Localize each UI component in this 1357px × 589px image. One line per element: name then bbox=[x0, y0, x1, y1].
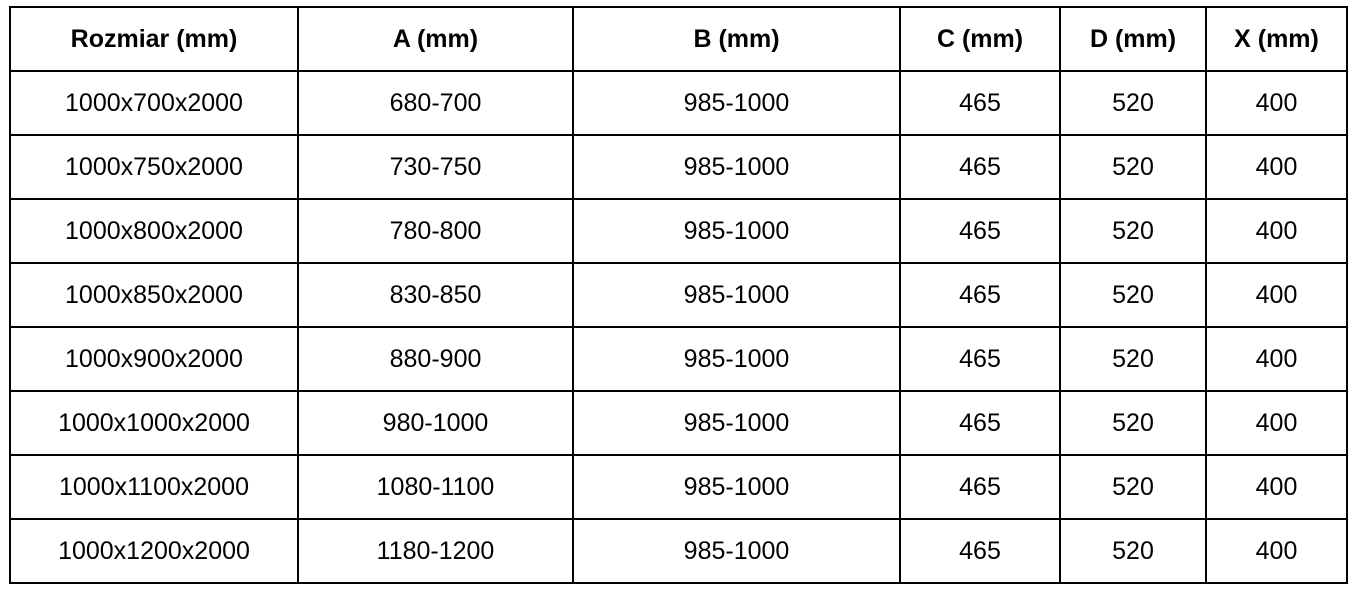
column-header: D (mm) bbox=[1059, 6, 1207, 72]
column-header: Rozmiar (mm) bbox=[9, 6, 299, 72]
table-cell: 465 bbox=[899, 390, 1061, 456]
table-cell: 520 bbox=[1059, 454, 1207, 520]
table-cell: 465 bbox=[899, 198, 1061, 264]
table-cell: 1000x900x2000 bbox=[9, 326, 299, 392]
dimensions-table: Rozmiar (mm) A (mm) B (mm) C (mm) D (mm) X (m… bbox=[9, 6, 1348, 584]
table-cell: 520 bbox=[1059, 518, 1207, 584]
table-cell: 400 bbox=[1205, 70, 1348, 136]
table-cell: 520 bbox=[1059, 262, 1207, 328]
table-cell: 400 bbox=[1205, 326, 1348, 392]
table-row: 1000x750x2000 730-750 985-1000 465 520 400 bbox=[9, 134, 1348, 200]
table-cell: 400 bbox=[1205, 198, 1348, 264]
table-cell: 465 bbox=[899, 326, 1061, 392]
table-cell: 985-1000 bbox=[572, 262, 901, 328]
table-cell: 830-850 bbox=[297, 262, 574, 328]
table-cell: 985-1000 bbox=[572, 134, 901, 200]
table-cell: 520 bbox=[1059, 70, 1207, 136]
table-cell: 1080-1100 bbox=[297, 454, 574, 520]
column-header: X (mm) bbox=[1205, 6, 1348, 72]
table-cell: 520 bbox=[1059, 134, 1207, 200]
table-row: 1000x800x2000 780-800 985-1000 465 520 400 bbox=[9, 198, 1348, 264]
table-cell: 465 bbox=[899, 70, 1061, 136]
table-cell: 400 bbox=[1205, 134, 1348, 200]
table-cell: 465 bbox=[899, 262, 1061, 328]
column-header: C (mm) bbox=[899, 6, 1061, 72]
table-row: 1000x900x2000 880-900 985-1000 465 520 400 bbox=[9, 326, 1348, 392]
table-cell: 985-1000 bbox=[572, 70, 901, 136]
table-cell: 680-700 bbox=[297, 70, 574, 136]
table-cell: 520 bbox=[1059, 390, 1207, 456]
table-cell: 980-1000 bbox=[297, 390, 574, 456]
table-cell: 1000x1000x2000 bbox=[9, 390, 299, 456]
table-cell: 880-900 bbox=[297, 326, 574, 392]
table-cell: 1000x750x2000 bbox=[9, 134, 299, 200]
table-cell: 985-1000 bbox=[572, 518, 901, 584]
column-header: A (mm) bbox=[297, 6, 574, 72]
table-cell: 1000x1100x2000 bbox=[9, 454, 299, 520]
header-row: Rozmiar (mm) A (mm) B (mm) C (mm) D (mm) X (m… bbox=[9, 6, 1348, 72]
table-cell: 520 bbox=[1059, 198, 1207, 264]
table-cell: 400 bbox=[1205, 390, 1348, 456]
table-row: 1000x1200x2000 1180-1200 985-1000 465 520 400 bbox=[9, 518, 1348, 584]
table-cell: 520 bbox=[1059, 326, 1207, 392]
table-cell: 1000x1200x2000 bbox=[9, 518, 299, 584]
table-cell: 400 bbox=[1205, 454, 1348, 520]
column-header: B (mm) bbox=[572, 6, 901, 72]
table-cell: 985-1000 bbox=[572, 198, 901, 264]
table-cell: 985-1000 bbox=[572, 390, 901, 456]
table-cell: 985-1000 bbox=[572, 454, 901, 520]
table-row: 1000x1100x2000 1080-1100 985-1000 465 520 400 bbox=[9, 454, 1348, 520]
table-row: 1000x1000x2000 980-1000 985-1000 465 520 400 bbox=[9, 390, 1348, 456]
table-row: 1000x700x2000 680-700 985-1000 465 520 400 bbox=[9, 70, 1348, 136]
table-cell: 1180-1200 bbox=[297, 518, 574, 584]
table-row: 1000x850x2000 830-850 985-1000 465 520 400 bbox=[9, 262, 1348, 328]
table-cell: 400 bbox=[1205, 518, 1348, 584]
table-cell: 1000x850x2000 bbox=[9, 262, 299, 328]
table-cell: 400 bbox=[1205, 262, 1348, 328]
table-cell: 780-800 bbox=[297, 198, 574, 264]
table-cell: 465 bbox=[899, 454, 1061, 520]
table-cell: 465 bbox=[899, 134, 1061, 200]
table-cell: 985-1000 bbox=[572, 326, 901, 392]
table-cell: 1000x800x2000 bbox=[9, 198, 299, 264]
table-cell: 465 bbox=[899, 518, 1061, 584]
table-cell: 730-750 bbox=[297, 134, 574, 200]
table-cell: 1000x700x2000 bbox=[9, 70, 299, 136]
